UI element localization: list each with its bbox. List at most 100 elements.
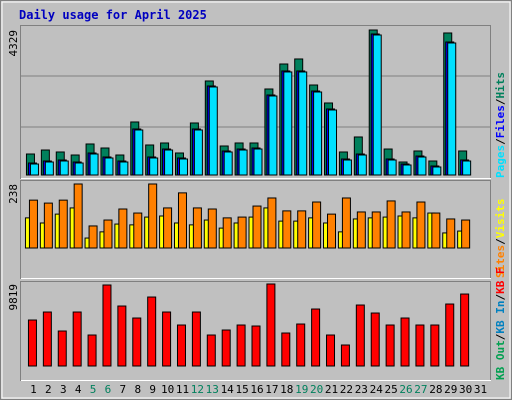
bar — [430, 324, 440, 367]
x-tick-label: 2 — [45, 383, 52, 396]
x-tick-label: 31 — [474, 383, 487, 396]
x-tick-label: 10 — [161, 383, 174, 396]
bar — [446, 218, 456, 249]
bar — [44, 161, 54, 176]
bar — [297, 210, 307, 249]
bar — [326, 334, 336, 367]
bar — [72, 311, 82, 367]
bar — [42, 311, 52, 367]
x-tick-label: 23 — [355, 383, 368, 396]
legend-entry: Sites — [494, 245, 507, 278]
bar — [401, 211, 411, 249]
bar — [149, 157, 159, 176]
bar — [311, 308, 321, 367]
bar — [134, 129, 144, 176]
bar — [59, 160, 69, 176]
chart-title: Daily usage for April 2025 — [19, 8, 207, 22]
bar — [147, 296, 157, 367]
legend-separator: / — [494, 238, 507, 245]
bar — [177, 192, 187, 249]
bar — [355, 304, 365, 367]
x-tick-label: 15 — [235, 383, 248, 396]
bar — [178, 158, 188, 176]
legend-entry: Visits — [494, 199, 507, 239]
legend-entry: Hits — [494, 72, 507, 99]
legend-entry: Pages — [494, 145, 507, 178]
x-tick-label: 4 — [75, 383, 82, 396]
bar — [74, 162, 84, 176]
bar — [251, 325, 261, 367]
y-tick-label: 9819 — [7, 284, 20, 311]
x-tick-label: 7 — [120, 383, 127, 396]
bar — [385, 324, 395, 367]
x-tick-label: 11 — [176, 383, 189, 396]
x-tick-label: 6 — [105, 383, 112, 396]
bar — [386, 200, 396, 249]
bar — [342, 159, 352, 176]
bar — [328, 109, 338, 176]
legend-entry: KB F — [494, 267, 507, 294]
x-tick-label: 3 — [60, 383, 67, 396]
x-tick-label: 19 — [295, 383, 308, 396]
x-tick-label: 20 — [310, 383, 323, 396]
legend-entry: Files — [494, 105, 507, 138]
legend-separator: / — [494, 138, 507, 145]
bar — [415, 324, 425, 367]
bar — [88, 225, 98, 249]
legend-separator: / — [494, 294, 507, 301]
bar — [341, 197, 351, 249]
bar — [57, 330, 67, 367]
x-tick-label: 27 — [414, 383, 427, 396]
bar — [447, 42, 457, 176]
bar — [73, 183, 83, 249]
x-tick-label: 30 — [459, 383, 472, 396]
bar — [87, 334, 97, 367]
x-tick-label: 1 — [30, 383, 37, 396]
bar — [417, 156, 427, 176]
x-tick-label: 14 — [221, 383, 235, 396]
bar — [118, 208, 128, 249]
x-tick-label: 29 — [444, 383, 457, 396]
bar — [313, 91, 323, 176]
bar — [223, 151, 233, 176]
bar — [206, 334, 216, 367]
bar — [29, 163, 39, 176]
bar — [236, 324, 246, 367]
bar — [340, 344, 350, 367]
bar — [208, 86, 218, 176]
x-tick-label: 26 — [399, 383, 412, 396]
bar — [416, 201, 426, 249]
bar — [445, 303, 455, 367]
x-tick-label: 25 — [385, 383, 398, 396]
bar — [356, 211, 366, 249]
legend-separator: / — [494, 333, 507, 340]
bar — [460, 293, 470, 367]
legend: Pages/Files/Hits — [494, 72, 507, 178]
bar — [28, 199, 38, 249]
legend-entry: KB Out — [494, 340, 507, 380]
bar — [268, 95, 278, 176]
bar — [89, 153, 99, 176]
bar — [312, 201, 322, 249]
x-tick-label: 13 — [206, 383, 219, 396]
x-tick-label: 12 — [191, 383, 204, 396]
bar — [298, 71, 308, 176]
bar — [252, 205, 262, 249]
bar — [163, 207, 173, 249]
bar — [462, 160, 472, 176]
bar — [372, 34, 382, 176]
bar — [237, 216, 247, 249]
bar — [431, 212, 441, 249]
bar — [327, 213, 337, 249]
bar — [253, 148, 263, 176]
bar — [371, 211, 381, 249]
bar — [132, 317, 142, 367]
bar — [176, 324, 186, 367]
bar — [370, 312, 380, 367]
bar — [207, 208, 217, 249]
bar — [296, 323, 306, 367]
bar — [222, 217, 232, 249]
bar — [104, 157, 114, 176]
x-tick-label: 21 — [325, 383, 338, 396]
legend: Sites/Visits — [494, 199, 507, 279]
